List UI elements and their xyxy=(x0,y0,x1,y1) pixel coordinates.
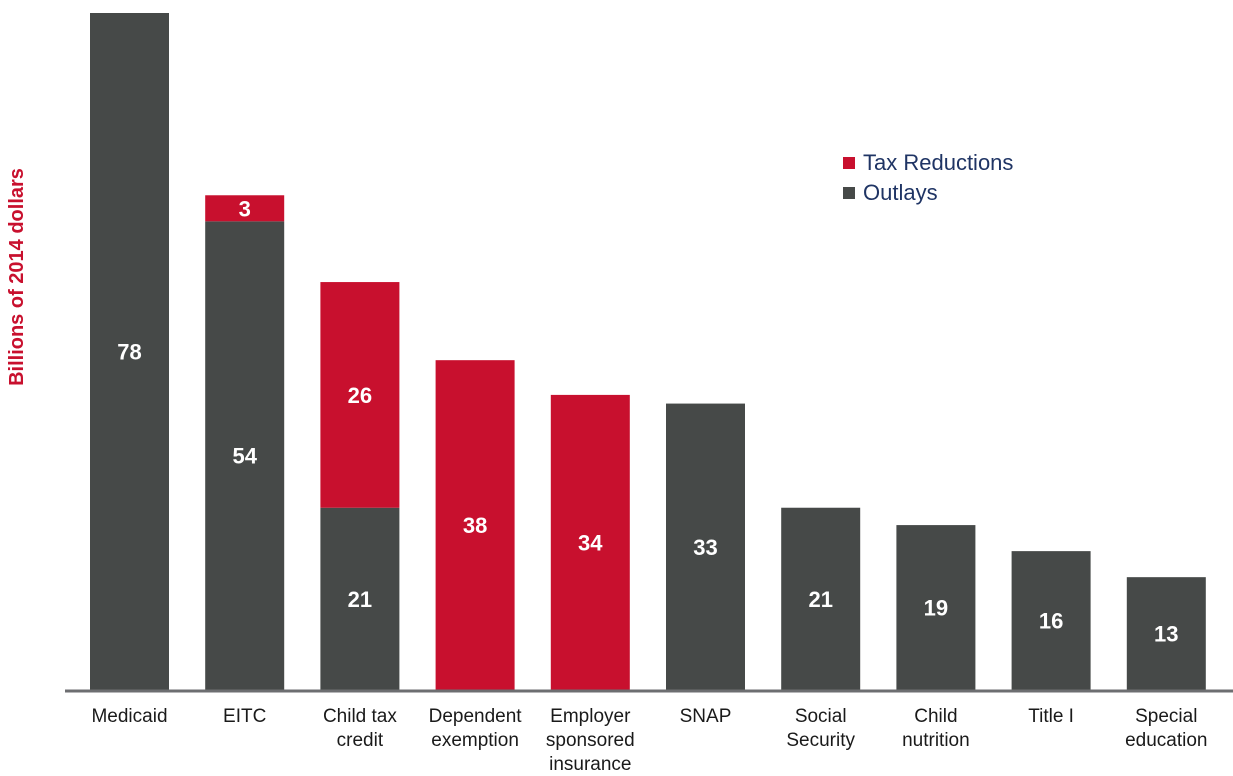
legend-label-outlays: Outlays xyxy=(863,180,938,205)
bar-tax-reductions-1 xyxy=(205,195,285,222)
bar-value-label-outlays-2: 21 xyxy=(348,587,372,612)
bar-value-label-tax-reductions-1: 3 xyxy=(239,196,251,221)
category-label-3: Dependent exemption xyxy=(429,706,523,751)
legend-swatch-tax-reductions xyxy=(843,157,855,169)
bar-tax-reductions-3 xyxy=(435,360,515,690)
bars-group xyxy=(90,13,1206,691)
y-axis-label: Billions of 2014 dollars xyxy=(6,168,28,386)
bar-tax-reductions-2 xyxy=(320,282,400,508)
bar-value-label-tax-reductions-3: 38 xyxy=(463,513,487,538)
category-label-0: Medicaid xyxy=(91,706,167,727)
legend-swatch-outlays xyxy=(843,187,855,199)
bar-outlays-8 xyxy=(1011,551,1091,690)
category-label-2: Child tax credit xyxy=(323,706,397,751)
category-label-5: SNAP xyxy=(680,706,732,727)
bar-outlays-5 xyxy=(666,403,745,690)
bar-value-label-outlays-6: 21 xyxy=(808,587,832,612)
category-label-6: Social Security xyxy=(786,706,855,751)
bar-value-label-outlays-5: 33 xyxy=(693,535,717,560)
legend-label-tax-reductions: Tax Reductions xyxy=(863,150,1013,175)
legend: Tax Reductions Outlays xyxy=(843,150,1013,205)
bar-outlays-2 xyxy=(320,507,400,690)
category-labels-group: Medicaid EITC Child tax credit Dependent exem… xyxy=(91,706,1207,775)
bar-value-label-outlays-0: 78 xyxy=(117,340,141,365)
category-label-1: EITC xyxy=(223,706,266,727)
bar-outlays-6 xyxy=(781,507,861,690)
bar-value-label-tax-reductions-2: 26 xyxy=(348,383,372,408)
bar-outlays-0 xyxy=(90,13,169,690)
category-label-7: Child nutrition xyxy=(902,706,970,751)
category-label-4: Employer sponsored insurance xyxy=(546,706,635,775)
bar-value-label-outlays-7: 19 xyxy=(924,596,948,621)
category-label-8: Title I xyxy=(1028,706,1074,727)
bar-tax-reductions-4 xyxy=(550,394,630,690)
bar-value-label-outlays-1: 54 xyxy=(232,444,257,469)
bar-value-label-outlays-9: 13 xyxy=(1154,622,1178,647)
bar-outlays-7 xyxy=(896,525,976,690)
bar-outlays-9 xyxy=(1126,577,1206,690)
bar-value-label-tax-reductions-4: 34 xyxy=(578,530,603,555)
bar-value-label-outlays-8: 16 xyxy=(1039,609,1063,634)
category-label-9: Special education xyxy=(1125,706,1207,751)
bar-labels-group: 78 54 3 21 26 38 34 33 21 19 16 13 xyxy=(117,196,1178,646)
bar-outlays-1 xyxy=(205,221,285,691)
